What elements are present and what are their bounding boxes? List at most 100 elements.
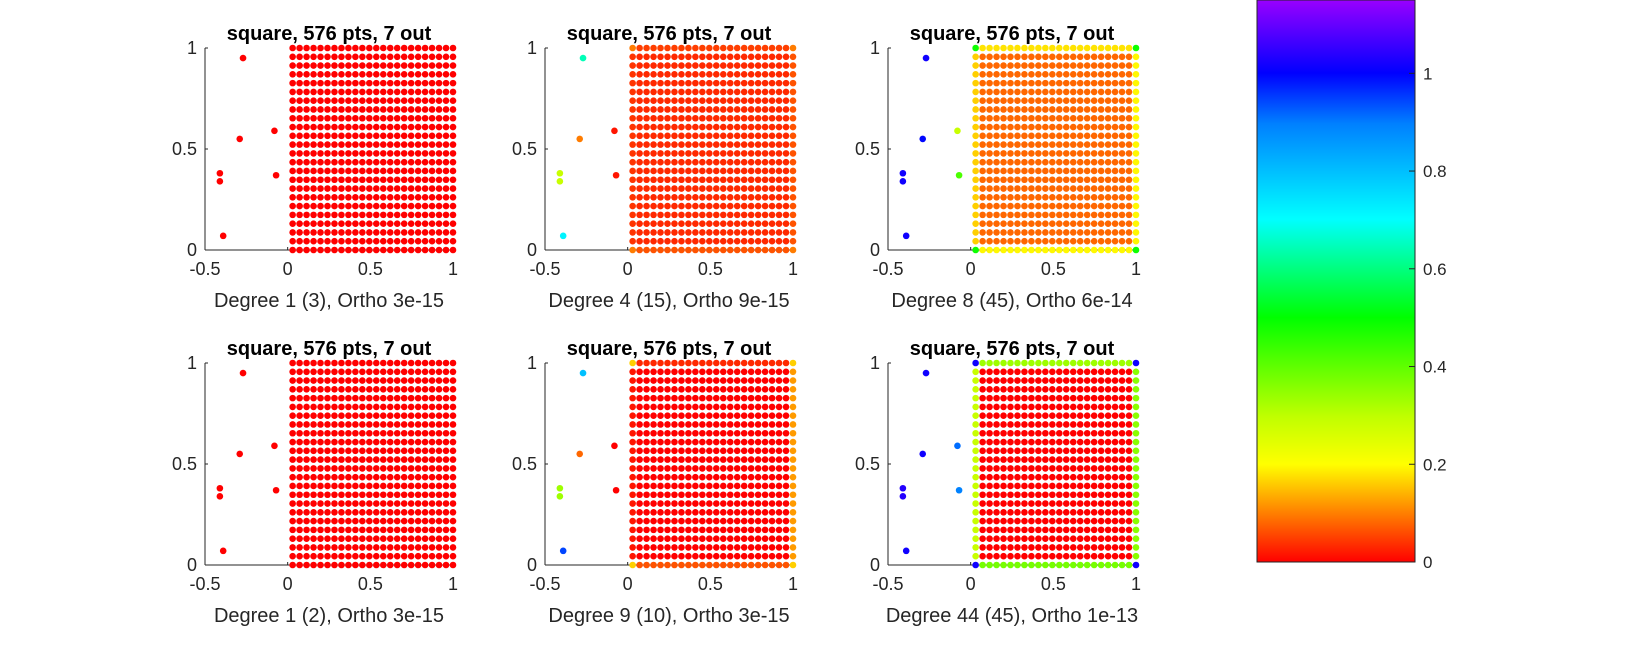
data-point bbox=[740, 368, 748, 376]
data-point bbox=[386, 229, 394, 236]
data-point bbox=[1042, 106, 1049, 113]
data-point bbox=[1014, 176, 1021, 184]
data-point bbox=[421, 62, 429, 69]
data-point bbox=[1076, 386, 1084, 393]
data-point bbox=[782, 517, 790, 525]
data-point bbox=[754, 561, 762, 569]
data-point bbox=[310, 359, 317, 367]
data-point bbox=[986, 229, 993, 236]
data-point bbox=[331, 88, 338, 96]
data-point bbox=[407, 220, 415, 227]
data-point bbox=[421, 473, 429, 481]
data-point bbox=[359, 421, 366, 428]
data-point bbox=[636, 526, 643, 534]
data-point bbox=[303, 194, 310, 201]
data-point bbox=[1056, 237, 1063, 245]
data-point bbox=[1028, 194, 1035, 201]
data-point bbox=[1035, 237, 1042, 245]
data-point bbox=[636, 544, 643, 551]
data-point bbox=[1104, 71, 1112, 78]
data-point bbox=[379, 246, 387, 254]
data-point bbox=[664, 79, 671, 87]
data-point bbox=[435, 482, 443, 490]
data-point bbox=[338, 517, 345, 525]
data-point bbox=[726, 106, 734, 113]
data-point bbox=[373, 79, 380, 87]
data-point bbox=[671, 62, 678, 69]
data-point bbox=[706, 220, 713, 227]
data-point bbox=[1000, 229, 1007, 236]
data-point bbox=[373, 394, 380, 402]
data-point bbox=[789, 500, 797, 507]
data-point bbox=[310, 447, 317, 455]
data-point bbox=[421, 421, 429, 428]
data-point bbox=[789, 465, 797, 472]
x-tick-label: 1 bbox=[448, 259, 458, 279]
data-point bbox=[782, 246, 790, 254]
colorbar: 00.20.40.60.81 bbox=[1256, 0, 1447, 572]
data-point bbox=[379, 377, 387, 384]
data-point bbox=[1000, 394, 1007, 402]
outlier-point bbox=[239, 369, 247, 377]
data-point bbox=[1021, 526, 1028, 534]
data-point bbox=[345, 88, 352, 96]
data-point bbox=[449, 211, 457, 219]
data-point bbox=[1125, 53, 1133, 61]
data-point bbox=[1132, 185, 1140, 192]
data-point bbox=[435, 438, 443, 446]
data-point bbox=[1014, 194, 1021, 201]
data-point bbox=[664, 202, 671, 210]
data-point bbox=[331, 438, 338, 446]
data-point bbox=[331, 167, 338, 175]
data-point bbox=[650, 447, 657, 455]
data-point bbox=[754, 237, 762, 245]
data-point bbox=[289, 368, 296, 376]
data-point bbox=[664, 482, 671, 490]
data-point bbox=[775, 509, 783, 516]
data-point bbox=[636, 62, 643, 69]
data-point bbox=[303, 220, 310, 227]
data-point bbox=[421, 220, 429, 227]
data-point bbox=[1090, 44, 1098, 52]
data-point bbox=[435, 220, 443, 227]
data-point bbox=[1000, 438, 1007, 446]
data-point bbox=[1069, 403, 1077, 411]
data-point bbox=[1007, 421, 1014, 428]
data-point bbox=[713, 176, 720, 184]
data-point bbox=[1021, 561, 1028, 569]
data-point bbox=[359, 150, 366, 157]
data-point bbox=[373, 447, 380, 455]
data-point bbox=[733, 561, 741, 569]
data-point bbox=[1035, 429, 1042, 437]
data-point bbox=[671, 123, 678, 131]
data-point bbox=[442, 386, 450, 393]
data-point bbox=[986, 412, 993, 420]
data-point bbox=[1083, 132, 1091, 140]
data-point bbox=[338, 176, 345, 184]
data-point bbox=[1035, 106, 1042, 113]
data-point bbox=[338, 237, 345, 245]
data-point bbox=[761, 229, 769, 236]
data-point bbox=[726, 44, 734, 52]
data-point bbox=[1076, 465, 1084, 472]
data-point bbox=[629, 53, 636, 61]
data-point bbox=[317, 185, 324, 192]
data-point bbox=[629, 237, 636, 245]
data-point bbox=[1028, 412, 1035, 420]
data-point bbox=[1132, 394, 1140, 402]
data-point bbox=[1069, 141, 1077, 148]
data-point bbox=[1076, 220, 1084, 227]
data-point bbox=[373, 123, 380, 131]
data-point bbox=[706, 62, 713, 69]
data-point bbox=[379, 150, 387, 157]
data-point bbox=[1035, 412, 1042, 420]
data-point bbox=[692, 158, 699, 166]
data-point bbox=[1083, 421, 1091, 428]
data-point bbox=[1076, 114, 1084, 122]
data-point bbox=[1076, 246, 1084, 254]
data-point bbox=[366, 158, 373, 166]
data-point bbox=[643, 97, 650, 104]
data-point bbox=[1125, 229, 1133, 236]
data-point bbox=[1118, 106, 1126, 113]
data-point bbox=[1042, 229, 1049, 236]
